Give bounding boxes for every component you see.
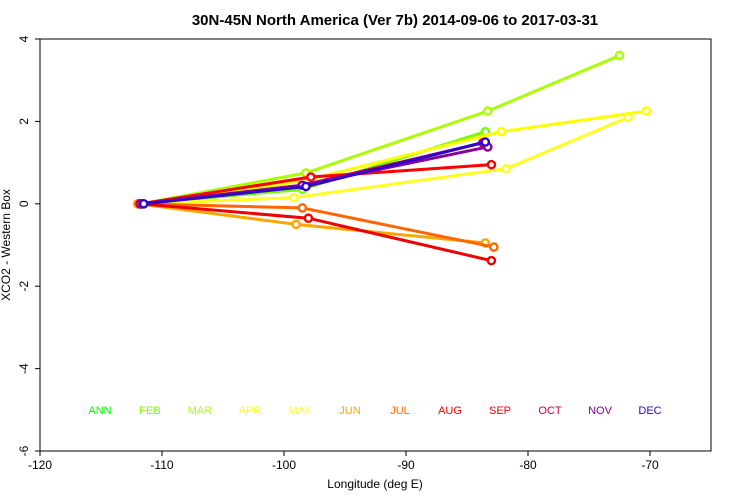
legend-item-may: MAY — [288, 405, 312, 417]
data-point — [489, 242, 499, 252]
y-tick-label: -2 — [17, 281, 31, 292]
y-axis-label: XCO2 - Western Box — [0, 189, 13, 301]
x-tick-label: -100 — [272, 458, 296, 472]
data-point — [501, 163, 511, 174]
legend-item-nov: NOV — [588, 405, 613, 417]
data-point — [623, 112, 633, 123]
data-point — [138, 198, 149, 209]
chart-title: 30N-45N North America (Ver 7b) 2014-09-0… — [192, 12, 598, 29]
y-tick-label: 0 — [17, 200, 31, 207]
legend-item-jul: JUL — [390, 405, 410, 417]
x-tick-label: -80 — [519, 458, 537, 472]
data-point — [486, 159, 497, 170]
data-point — [496, 126, 506, 137]
data-point — [614, 50, 625, 61]
legend-item-oct: OCT — [538, 405, 562, 417]
plot-frame — [39, 38, 712, 452]
data-point — [480, 137, 491, 147]
data-point — [303, 213, 314, 224]
legend-item-ann: ANN — [88, 405, 111, 417]
series-dec — [138, 137, 491, 209]
series-mar — [136, 50, 625, 209]
x-axis: -120 -110 -100 -90 -80 -70 — [28, 451, 659, 472]
data-point — [301, 181, 311, 192]
data-point — [641, 106, 652, 116]
series-line — [143, 109, 647, 206]
y-tick-label: -4 — [17, 363, 31, 374]
legend-item-feb: FEB — [139, 405, 160, 417]
legend: ANN FEB MAR APR MAY JUN JUL AUG SEP OCT NOV DEC — [88, 405, 661, 417]
x-tick-label: -120 — [28, 458, 52, 472]
y-tick-label: -6 — [17, 445, 31, 456]
data-point — [288, 192, 299, 203]
legend-item-apr: APR — [239, 405, 262, 417]
data-point — [482, 106, 493, 116]
data-point — [297, 203, 308, 213]
y-axis: -6 -4 -2 0 2 4 — [17, 35, 40, 456]
x-tick-label: -90 — [397, 458, 415, 472]
x-axis-label: Longitude (deg E) — [327, 477, 422, 491]
legend-item-aug: AUG — [438, 405, 462, 417]
series-line — [140, 54, 621, 206]
data-point — [291, 219, 302, 230]
series-line — [142, 115, 629, 206]
x-tick-label: -70 — [641, 458, 659, 472]
y-tick-label: 4 — [17, 35, 31, 42]
series-group — [132, 50, 652, 266]
legend-item-sep: SEP — [489, 405, 511, 417]
legend-item-jun: JUN — [339, 405, 360, 417]
x-tick-label: -110 — [150, 458, 173, 472]
legend-item-mar: MAR — [188, 405, 213, 417]
data-point — [306, 172, 316, 182]
data-point — [486, 255, 497, 266]
series-may — [137, 112, 633, 209]
legend-item-dec: DEC — [638, 405, 661, 417]
y-tick-label: 2 — [17, 118, 31, 125]
